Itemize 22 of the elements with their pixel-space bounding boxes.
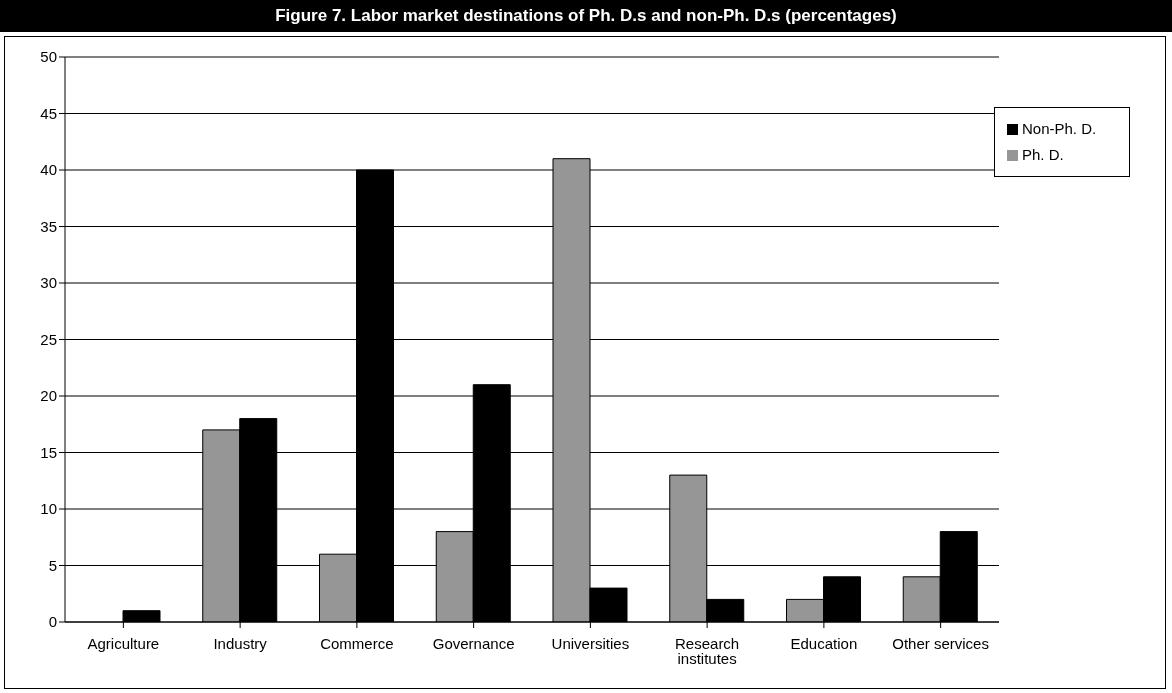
y-tick-label: 0 [48,613,57,631]
x-tick-label: Agriculture [87,634,160,652]
x-tick-label: Education [790,634,858,652]
y-tick-label: 30 [40,274,57,292]
chart-title: Figure 7. Labor market destinations of Ph. D.s and non-Ph. D.s (percentages) [0,0,1172,32]
y-tick-label: 40 [40,161,57,179]
x-tick-label: Universities [551,634,630,652]
y-tick-label: 35 [40,217,57,235]
y-tick-label: 45 [40,104,57,122]
y-tick-label: 25 [40,330,57,348]
x-tick-label: Governance [432,634,515,652]
x-tick-label: Commerce [320,634,394,652]
y-tick-label: 15 [40,443,57,461]
x-tick-label: Industry [213,634,268,652]
legend-label: Non-Ph. D. [1022,120,1097,137]
x-tick-label: Other services [892,634,989,652]
legend-label: Ph. D. [1022,146,1064,163]
y-tick-label: 5 [48,556,57,574]
y-tick-label: 10 [40,500,57,518]
y-tick-label: 20 [40,387,57,405]
y-tick-label: 50 [40,48,57,66]
x-tick-label: Research institutes [675,634,740,667]
